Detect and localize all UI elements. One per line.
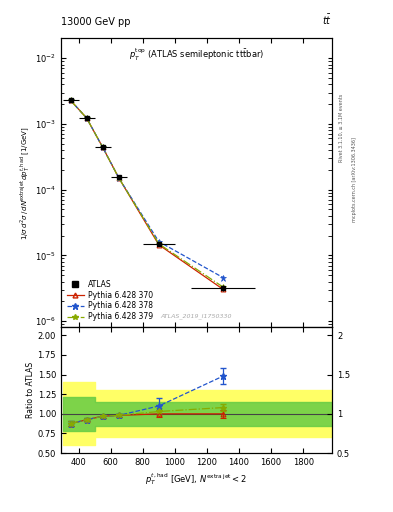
Text: ATLAS_2019_I1750330: ATLAS_2019_I1750330 [161,313,232,319]
Text: mcplots.cern.ch [arXiv:1306.3436]: mcplots.cern.ch [arXiv:1306.3436] [352,137,357,222]
Text: Rivet 3.1.10, ≥ 3.1M events: Rivet 3.1.10, ≥ 3.1M events [339,94,344,162]
Text: $t\bar{t}$: $t\bar{t}$ [322,13,332,27]
Y-axis label: $1/\sigma\,d^2\sigma\,/\,dN^{\rm extrajet}\,dp_T^{t,{\rm had}}$ [1/GeV]: $1/\sigma\,d^2\sigma\,/\,dN^{\rm extraje… [19,126,32,240]
Text: $p_T^{\rm top}$ (ATLAS semileptonic tt$\bar{{\rm t}}$bar): $p_T^{\rm top}$ (ATLAS semileptonic tt$\… [129,47,264,63]
Y-axis label: Ratio to ATLAS: Ratio to ATLAS [26,362,35,418]
X-axis label: $p_T^{t,{\rm had}}$ [GeV], $N^{{\rm extra\,jet}} < 2$: $p_T^{t,{\rm had}}$ [GeV], $N^{{\rm extr… [145,471,248,487]
Legend: ATLAS, Pythia 6.428 370, Pythia 6.428 378, Pythia 6.428 379: ATLAS, Pythia 6.428 370, Pythia 6.428 37… [65,278,155,324]
Text: 13000 GeV pp: 13000 GeV pp [61,16,130,27]
